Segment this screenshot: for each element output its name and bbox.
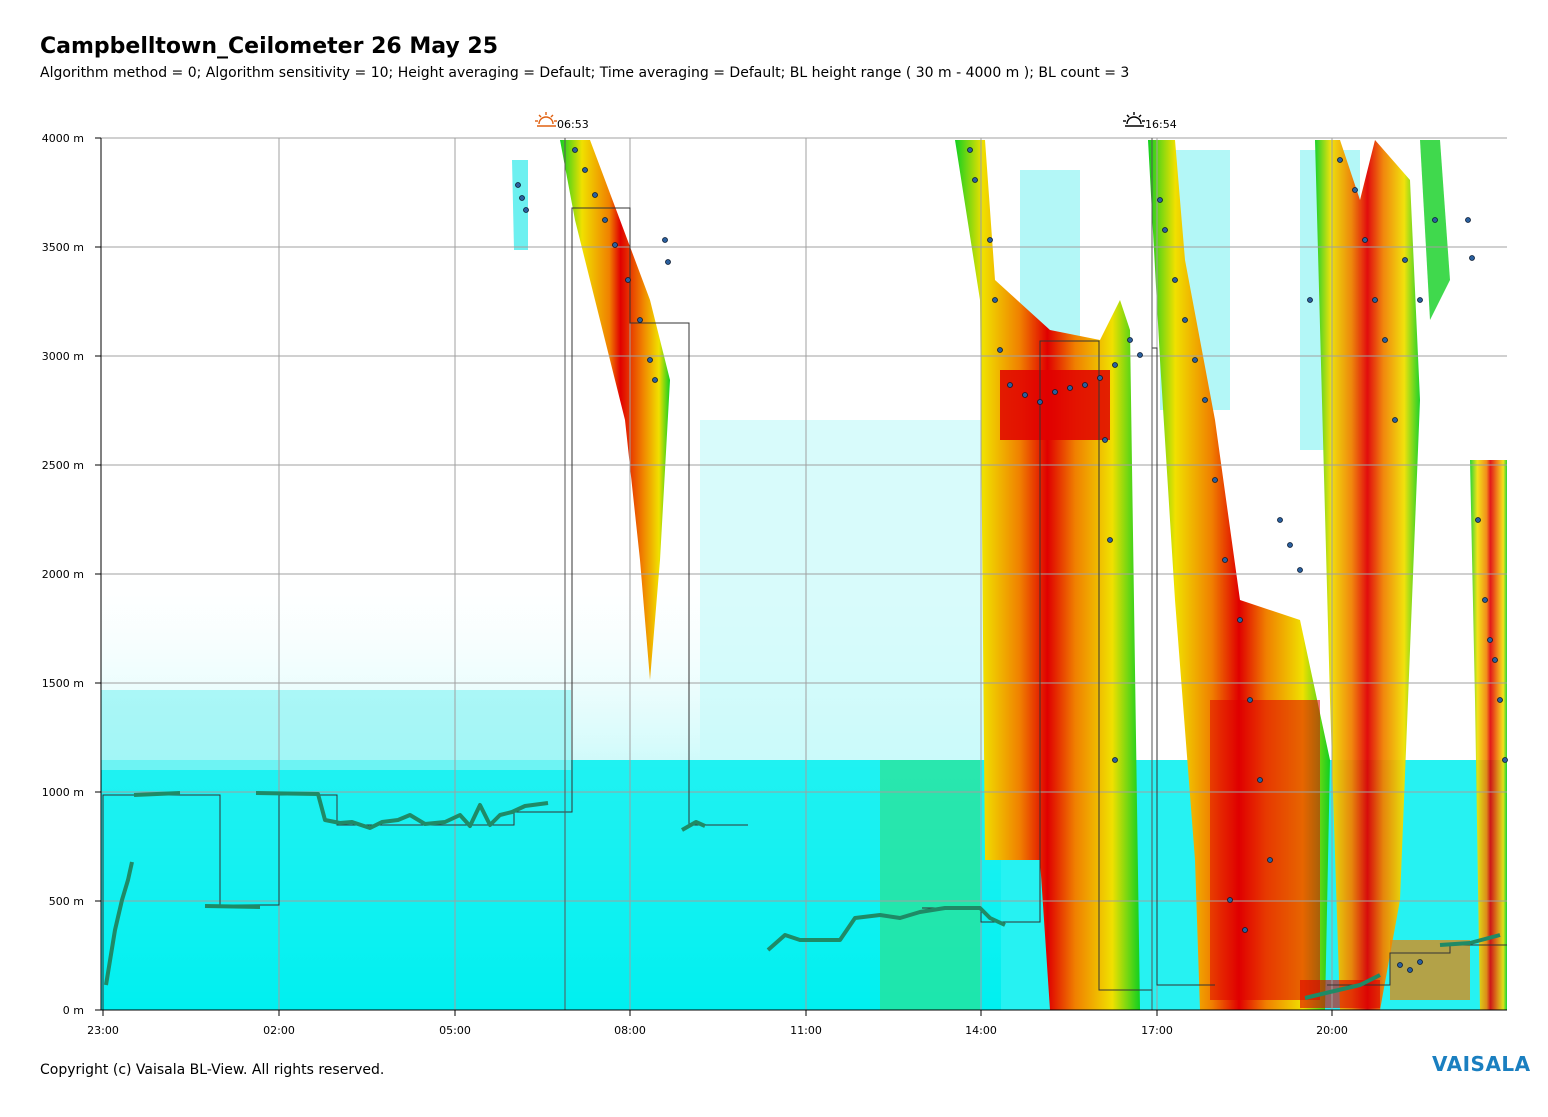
vaisala-logo: VAISALA bbox=[1432, 1052, 1531, 1076]
x-tick-label: 11:00 bbox=[790, 1024, 822, 1037]
axes bbox=[95, 137, 1507, 1016]
sunset-time-label: 16:54 bbox=[1145, 118, 1177, 131]
x-tick-label: 17:00 bbox=[1141, 1024, 1173, 1037]
x-tick-label: 08:00 bbox=[614, 1024, 646, 1037]
y-tick-label: 3000 m bbox=[42, 350, 84, 363]
chart-title: Campbelltown_Ceilometer 26 May 25 bbox=[40, 34, 499, 59]
cloud-base-points bbox=[515, 147, 1508, 973]
y-tick-label: 500 m bbox=[49, 895, 84, 908]
y-tick-label: 2000 m bbox=[42, 568, 84, 581]
sunrise-icon bbox=[535, 112, 557, 127]
backscatter-field bbox=[101, 140, 1507, 1010]
sunrise-time-label: 06:53 bbox=[557, 118, 589, 131]
x-tick-label: 02:00 bbox=[263, 1024, 295, 1037]
y-tick-label: 3500 m bbox=[42, 241, 84, 254]
x-tick-label: 20:00 bbox=[1316, 1024, 1348, 1037]
y-tick-label: 4000 m bbox=[42, 132, 84, 145]
chart-subtitle: Algorithm method = 0; Algorithm sensitiv… bbox=[40, 65, 1130, 81]
aerosol-layer-trace bbox=[104, 791, 1501, 1000]
grid bbox=[101, 137, 1507, 1010]
copyright-text: Copyright (c) Vaisala BL-View. All right… bbox=[40, 1062, 385, 1078]
y-tick-label: 1000 m bbox=[42, 786, 84, 799]
y-tick-label: 2500 m bbox=[42, 459, 84, 472]
y-tick-label: 0 m bbox=[63, 1004, 84, 1017]
sunset-icon bbox=[1123, 112, 1145, 127]
x-tick-label: 23:00 bbox=[87, 1024, 119, 1037]
x-axis-labels: 23:00 02:00 05:00 08:00 11:00 14:00 17:0… bbox=[87, 1024, 1348, 1037]
y-axis-labels: 0 m 500 m 1000 m 1500 m 2000 m 2500 m 30… bbox=[42, 132, 84, 1017]
x-tick-label: 05:00 bbox=[439, 1024, 471, 1037]
x-tick-label: 14:00 bbox=[965, 1024, 997, 1037]
y-tick-label: 1500 m bbox=[42, 677, 84, 690]
